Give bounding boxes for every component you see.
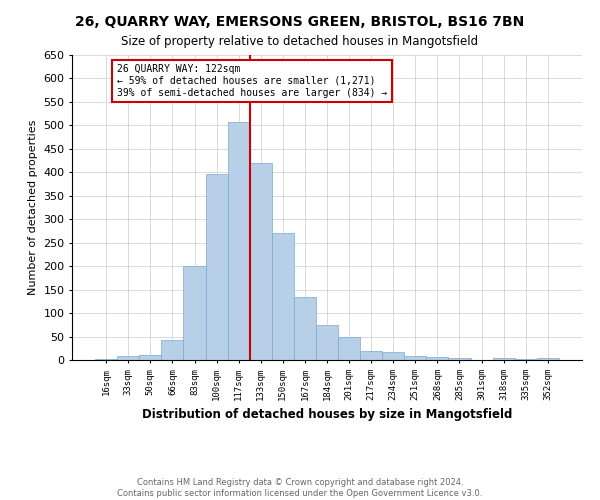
Bar (493, 358, 515, 360)
Bar (139, 356, 161, 360)
Bar (448, 358, 470, 360)
Bar (227, 122, 250, 360)
Bar (427, 357, 448, 360)
Text: 26 QUARRY WAY: 122sqm
← 59% of detached houses are smaller (1,271)
39% of semi-d: 26 QUARRY WAY: 122sqm ← 59% of detached … (117, 64, 388, 98)
Bar (537, 358, 559, 360)
Bar (294, 296, 316, 360)
Bar (404, 356, 427, 360)
Bar (161, 340, 184, 360)
Bar (272, 234, 294, 360)
Bar (95, 358, 117, 360)
Y-axis label: Number of detached properties: Number of detached properties (28, 120, 38, 295)
Text: 26, QUARRY WAY, EMERSONS GREEN, BRISTOL, BS16 7BN: 26, QUARRY WAY, EMERSONS GREEN, BRISTOL,… (76, 15, 524, 29)
Bar (316, 325, 338, 360)
Bar (117, 356, 139, 360)
Text: Contains HM Land Registry data © Crown copyright and database right 2024.
Contai: Contains HM Land Registry data © Crown c… (118, 478, 482, 498)
Bar (250, 163, 272, 360)
Text: Size of property relative to detached houses in Mangotsfield: Size of property relative to detached ho… (121, 35, 479, 48)
Bar (184, 266, 206, 360)
Bar (360, 350, 382, 360)
Bar (206, 174, 227, 360)
Bar (382, 352, 404, 360)
Bar (515, 358, 537, 360)
X-axis label: Distribution of detached houses by size in Mangotsfield: Distribution of detached houses by size … (142, 408, 512, 421)
Bar (338, 336, 360, 360)
